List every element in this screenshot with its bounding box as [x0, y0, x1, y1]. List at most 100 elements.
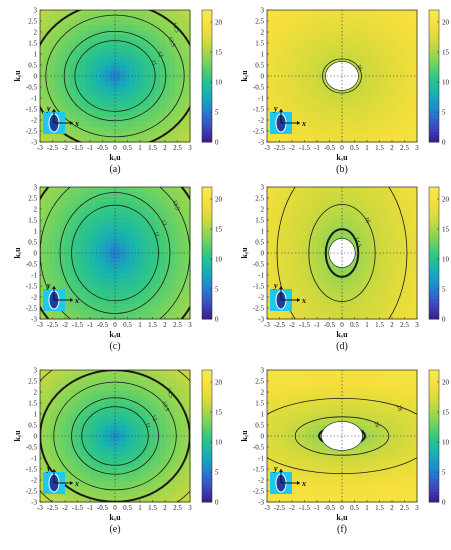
heatmap-cell — [105, 96, 111, 102]
heatmap-cell — [85, 436, 91, 442]
heatmap-cell — [277, 227, 283, 234]
heatmap-cell — [297, 273, 303, 279]
heatmap-cell — [312, 121, 318, 128]
heatmap-cell — [397, 106, 403, 113]
heatmap-cell — [407, 81, 413, 87]
heatmap-cell — [125, 436, 131, 442]
heatmap-cell — [382, 126, 388, 133]
heatmap-cell — [120, 96, 126, 102]
heatmap-cell — [80, 303, 86, 310]
y-tick-label: 1 — [261, 227, 265, 235]
heatmap-cell — [282, 136, 288, 143]
heatmap-cell — [80, 40, 86, 47]
heatmap-cell — [75, 30, 81, 36]
heatmap-cell — [80, 293, 86, 300]
heatmap-cell — [135, 242, 141, 249]
heatmap-cell — [95, 278, 101, 285]
heatmap-cell — [65, 40, 71, 47]
heatmap-cell — [357, 278, 363, 285]
heatmap-cell — [332, 10, 338, 16]
heatmap-cell — [110, 232, 116, 239]
colorbar-segment — [429, 128, 439, 133]
heatmap-cell — [372, 207, 378, 213]
heatmap-cell — [110, 415, 116, 422]
heatmap-cell — [50, 10, 56, 16]
heatmap-cell — [175, 385, 181, 391]
heatmap-cell — [100, 466, 106, 473]
heatmap-cell — [140, 253, 146, 259]
heatmap-cell — [150, 253, 156, 259]
heatmap-cell — [50, 96, 56, 102]
heatmap-cell — [397, 40, 403, 47]
heatmap-cell — [312, 55, 318, 62]
heatmap-cell — [367, 268, 373, 274]
heatmap-cell — [180, 420, 186, 427]
heatmap-cell — [267, 96, 273, 102]
heatmap-cell — [140, 197, 146, 203]
heatmap-cell — [60, 20, 66, 26]
heatmap-cell — [352, 293, 358, 300]
heatmap-cell — [135, 91, 141, 97]
heatmap-cell — [110, 136, 116, 143]
heatmap-cell — [150, 232, 156, 239]
heatmap-cell — [125, 278, 131, 285]
heatmap-cell — [70, 405, 76, 412]
heatmap-cell — [45, 370, 51, 376]
heatmap-cell — [397, 217, 403, 224]
colorbar-segment — [202, 256, 212, 261]
heatmap-cell — [70, 273, 76, 279]
heatmap-cell — [115, 283, 121, 290]
heatmap-cell — [372, 232, 378, 239]
heatmap-cell — [70, 30, 76, 36]
heatmap-cell — [357, 197, 363, 203]
heatmap-cell — [377, 222, 383, 229]
heatmap-cell — [40, 247, 46, 254]
heatmap-cell — [342, 293, 348, 300]
heatmap-cell — [317, 20, 323, 26]
heatmap-cell — [75, 385, 81, 391]
heatmap-cell — [317, 375, 323, 381]
heatmap-cell — [302, 476, 308, 483]
heatmap-cell — [130, 111, 136, 118]
heatmap-cell — [412, 136, 418, 143]
heatmap-cell — [90, 212, 96, 219]
heatmap-cell — [342, 268, 348, 274]
heatmap-cell — [85, 375, 91, 381]
heatmap-cell — [50, 55, 56, 62]
colorbar-segment — [202, 403, 212, 407]
heatmap-cell — [90, 451, 96, 457]
heatmap-cell — [130, 451, 136, 457]
heatmap-cell — [282, 106, 288, 113]
heatmap-cell — [120, 242, 126, 249]
heatmap-cell — [135, 385, 141, 391]
heatmap-cell — [135, 293, 141, 300]
heatmap-cell — [95, 91, 101, 97]
heatmap-cell — [150, 385, 156, 391]
heatmap-cell — [307, 258, 313, 264]
heatmap-cell — [332, 496, 338, 503]
heatmap-cell — [160, 451, 166, 457]
heatmap-cell — [402, 268, 408, 274]
heatmap-cell — [120, 60, 126, 67]
heatmap-cell — [175, 101, 181, 108]
heatmap-cell — [392, 35, 398, 42]
heatmap-cell — [297, 405, 303, 412]
heatmap-cell — [322, 101, 328, 108]
heatmap-cell — [60, 430, 66, 437]
heatmap-cell — [372, 217, 378, 224]
heatmap-cell — [272, 45, 278, 52]
heatmap-cell — [40, 430, 46, 437]
heatmap-cell — [317, 395, 323, 402]
heatmap-cell — [292, 136, 298, 143]
heatmap-cell — [60, 65, 66, 72]
heatmap-cell — [382, 30, 388, 36]
heatmap-cell — [317, 55, 323, 62]
heatmap-cell — [357, 273, 363, 279]
heatmap-cell — [377, 273, 383, 279]
heatmap-cell — [322, 375, 328, 381]
heatmap-cell — [115, 30, 121, 36]
heatmap-cell — [170, 278, 176, 285]
heatmap-cell — [150, 481, 156, 488]
heatmap-cell — [352, 212, 358, 219]
heatmap-cell — [402, 283, 408, 290]
